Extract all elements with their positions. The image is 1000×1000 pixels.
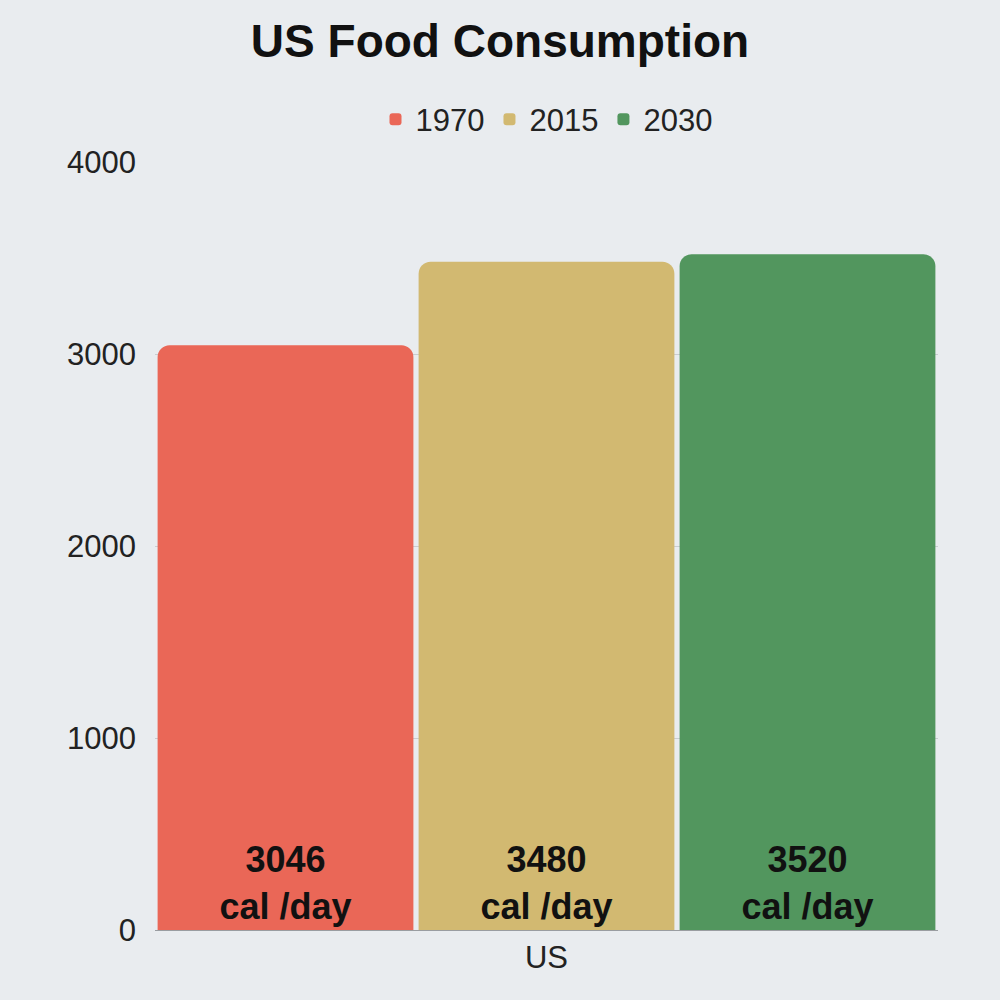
svg-text:3480cal /day: 3480cal /day <box>480 839 612 927</box>
svg-text:3046cal /day: 3046cal /day <box>219 839 351 927</box>
svg-text:0: 0 <box>119 913 136 948</box>
svg-text:1000: 1000 <box>67 721 136 756</box>
svg-text:4000: 4000 <box>67 145 136 180</box>
svg-text:1970: 1970 <box>416 103 485 138</box>
svg-text:2030: 2030 <box>643 103 712 138</box>
svg-text:3520cal /day: 3520cal /day <box>741 839 873 927</box>
svg-text:3000: 3000 <box>67 337 136 372</box>
svg-text:2000: 2000 <box>67 529 136 564</box>
svg-text:US: US <box>525 940 568 975</box>
svg-text:US Food Consumption: US Food Consumption <box>251 15 749 67</box>
svg-text:2015: 2015 <box>529 103 598 138</box>
